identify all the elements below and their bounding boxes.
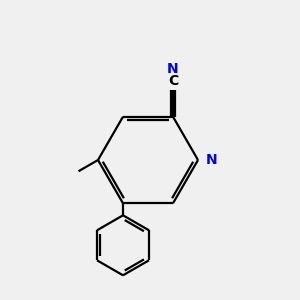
Text: N: N <box>167 62 179 76</box>
Text: C: C <box>168 74 178 88</box>
Text: N: N <box>206 153 217 167</box>
